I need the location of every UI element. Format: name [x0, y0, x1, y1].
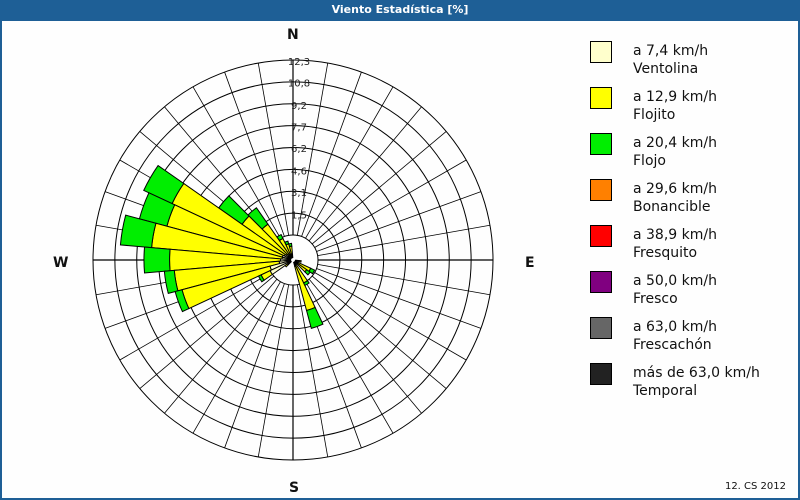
legend-label: más de 63,0 km/h Temporal [633, 365, 760, 399]
legend-label: a 29,6 km/h Bonancible [633, 181, 717, 215]
legend-item: a 38,9 km/h Fresquito [590, 225, 790, 271]
wind-sector [119, 214, 157, 249]
svg-text:12,3: 12,3 [288, 57, 310, 68]
compass-south-label: S [289, 480, 300, 496]
compass-west-label: W [53, 255, 69, 271]
svg-text:9,2: 9,2 [291, 101, 307, 112]
legend-item: a 29,6 km/h Bonancible [590, 179, 790, 225]
svg-text:6,2: 6,2 [291, 144, 307, 155]
footer-text: 12. CS 2012 [724, 481, 786, 492]
wind-sector [296, 259, 302, 263]
legend-label: a 7,4 km/h Ventolina [633, 43, 709, 77]
wind-sector [163, 269, 179, 295]
svg-text:7,7: 7,7 [291, 122, 307, 133]
wind-sector [143, 246, 171, 274]
svg-text:3,1: 3,1 [291, 188, 307, 199]
wind-sector [217, 195, 250, 225]
legend-label: a 38,9 km/h Fresquito [633, 227, 717, 261]
svg-text:1,5: 1,5 [291, 211, 307, 222]
compass-east-label: E [525, 255, 535, 271]
wind-sector [308, 267, 316, 275]
legend-label: a 50,0 km/h Fresco [633, 273, 717, 307]
legend-label: a 20,4 km/h Flojo [633, 135, 717, 169]
compass-north-label: N [287, 27, 299, 43]
legend-item: más de 63,0 km/h Temporal [590, 363, 790, 409]
legend-label: a 12,9 km/h Flojito [633, 89, 717, 123]
legend-item: a 50,0 km/h Fresco [590, 271, 790, 317]
wind-sector [138, 192, 176, 227]
wind-sector [303, 279, 310, 287]
svg-text:4,6: 4,6 [291, 167, 307, 178]
wind-rose-chart: 1,5 3,1 4,6 6,2 7,7 9,2 10,8 12,3 [92, 57, 494, 461]
legend-swatch [590, 133, 612, 155]
wind-sector [284, 263, 289, 268]
legend-swatch [590, 317, 612, 339]
legend-swatch [590, 271, 612, 293]
legend-swatch [590, 41, 612, 63]
legend-item: a 12,9 km/h Flojito [590, 87, 790, 133]
legend-label: a 63,0 km/h Frescachón [633, 319, 717, 353]
legend-item: a 63,0 km/h Frescachón [590, 317, 790, 363]
window-title: Viento Estadística [%] [0, 0, 800, 20]
legend-item: a 20,4 km/h Flojo [590, 133, 790, 179]
wind-sector [174, 289, 190, 313]
wind-sector [305, 306, 324, 329]
wind-sector [257, 274, 265, 283]
chart-panel: 1,5 3,1 4,6 6,2 7,7 9,2 10,8 12,3 N S W E a 7,4… [2, 21, 798, 498]
svg-text:10,8: 10,8 [288, 78, 310, 89]
wind-sector [247, 207, 269, 230]
legend-swatch [590, 225, 612, 247]
legend-swatch [590, 87, 612, 109]
legend-item: a 7,4 km/h Ventolina [590, 41, 790, 87]
wind-sector [143, 164, 185, 205]
legend-swatch [590, 363, 612, 385]
legend-swatch [590, 179, 612, 201]
